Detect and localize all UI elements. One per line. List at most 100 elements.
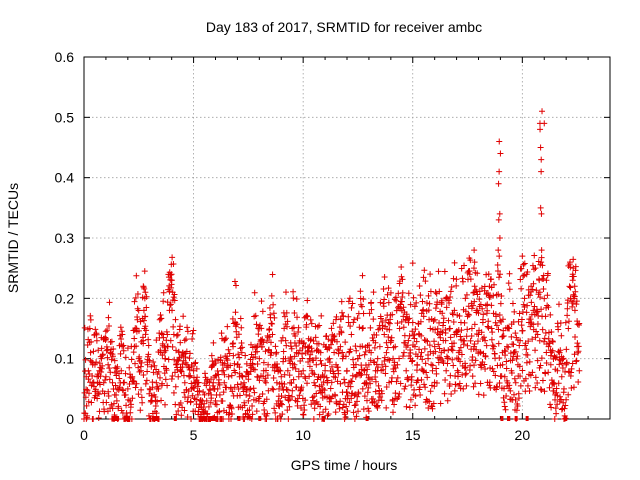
data-point <box>318 382 325 389</box>
data-point <box>109 353 116 360</box>
data-point <box>349 300 356 307</box>
data-point-peak <box>470 265 477 272</box>
data-point <box>518 322 525 329</box>
data-point <box>294 402 301 409</box>
data-point <box>248 351 255 358</box>
data-point-sample <box>517 337 524 344</box>
data-point-sample <box>344 367 350 374</box>
data-point <box>524 382 531 389</box>
data-point <box>338 298 345 305</box>
data-point-sample <box>486 283 493 290</box>
data-point <box>418 310 425 317</box>
data-point <box>220 416 227 422</box>
data-point <box>203 382 210 389</box>
data-point <box>299 355 306 362</box>
data-point <box>165 356 172 363</box>
data-point-sample <box>164 343 171 350</box>
data-point <box>284 323 291 330</box>
data-point <box>306 363 313 370</box>
data-point <box>173 361 180 368</box>
data-point <box>547 352 554 359</box>
data-point-sample <box>576 367 583 374</box>
data-point-sample <box>107 349 114 356</box>
data-point <box>375 326 382 333</box>
data-point <box>370 395 377 402</box>
data-point <box>168 376 175 383</box>
data-point-sample <box>225 373 232 380</box>
data-point-peak <box>570 295 577 302</box>
data-point-sample <box>133 325 140 332</box>
data-point <box>281 381 288 388</box>
data-point <box>159 380 166 387</box>
data-point-sample <box>208 391 215 398</box>
data-point <box>344 408 351 415</box>
data-point <box>544 292 551 299</box>
data-point <box>132 384 139 391</box>
data-point <box>105 323 112 330</box>
data-point <box>525 338 532 345</box>
data-point-sample <box>455 349 462 356</box>
data-point-sample <box>372 367 379 374</box>
data-point <box>221 371 228 378</box>
data-point-peak <box>571 283 578 290</box>
data-point-sample <box>203 397 210 404</box>
data-point <box>170 323 177 330</box>
data-point <box>412 402 419 409</box>
data-point <box>306 373 313 380</box>
data-point <box>241 416 248 422</box>
data-point <box>256 393 263 400</box>
data-point-peak <box>140 307 147 314</box>
data-point <box>219 397 226 404</box>
data-point-sample <box>140 337 147 344</box>
data-point <box>403 403 410 410</box>
data-point-sample <box>142 289 149 296</box>
data-point <box>126 364 133 371</box>
data-point <box>555 380 562 387</box>
data-point <box>370 289 377 296</box>
data-point <box>83 402 90 409</box>
data-point <box>446 300 453 307</box>
data-point <box>534 357 541 364</box>
data-point <box>182 354 189 361</box>
data-point <box>575 378 582 385</box>
data-point-peak <box>168 277 175 284</box>
data-point <box>485 324 492 331</box>
data-point <box>270 375 277 382</box>
data-point <box>118 328 125 335</box>
data-point <box>189 330 196 337</box>
data-point-sample <box>333 361 340 368</box>
data-point <box>300 411 307 418</box>
data-point <box>229 315 236 322</box>
data-point <box>265 346 272 353</box>
data-point-sample <box>484 301 491 308</box>
data-point <box>409 328 416 335</box>
data-point <box>570 256 577 263</box>
data-point <box>573 358 580 365</box>
data-point <box>302 397 309 404</box>
data-point <box>216 381 223 388</box>
data-point-sample <box>539 313 546 320</box>
data-point <box>399 289 406 296</box>
data-point <box>251 289 258 296</box>
data-point-sample <box>394 361 401 368</box>
data-point <box>480 392 487 399</box>
data-point <box>533 287 540 294</box>
data-point <box>534 308 541 315</box>
data-point <box>212 360 219 367</box>
data-point-sample <box>422 337 429 344</box>
data-point <box>153 337 160 344</box>
data-point <box>523 309 530 316</box>
data-point <box>464 326 471 333</box>
data-point-sample <box>98 355 105 362</box>
data-point <box>177 400 184 407</box>
data-point <box>225 346 232 353</box>
data-point <box>505 324 512 331</box>
data-point <box>364 389 371 396</box>
data-point-sample <box>357 343 364 350</box>
data-point <box>549 338 556 345</box>
data-point <box>548 349 555 356</box>
data-point <box>143 377 150 384</box>
data-point-peak <box>169 307 176 314</box>
data-point-sample <box>418 349 425 356</box>
data-point <box>371 398 378 405</box>
